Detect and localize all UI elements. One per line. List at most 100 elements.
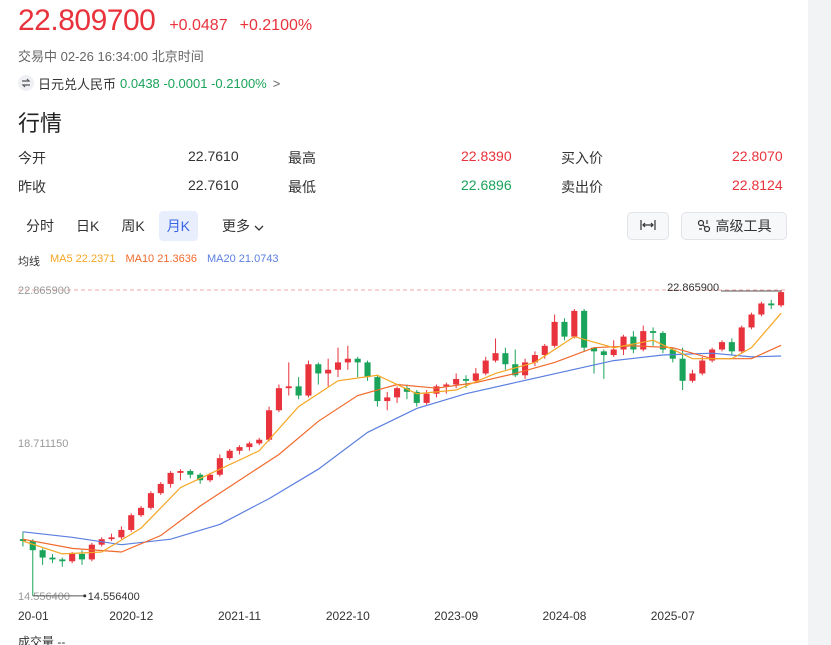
- ma5-legend: MA5 22.2371: [50, 253, 116, 265]
- candle-body: [206, 474, 214, 481]
- candle-body: [354, 358, 361, 363]
- candle-body: [108, 537, 115, 540]
- candle-body: [157, 483, 164, 494]
- candle-body: [256, 439, 263, 444]
- candle-body: [177, 471, 184, 473]
- price-change-pct: +0.2100%: [239, 17, 313, 34]
- advanced-tools-label: 高级工具: [715, 218, 772, 234]
- candle-body: [482, 360, 489, 374]
- advanced-tools-icon: [697, 219, 711, 233]
- ask-value: 22.8124: [732, 177, 783, 193]
- swap-arrows-icon: [18, 75, 34, 91]
- candle-body: [266, 410, 273, 440]
- ask-label: 卖出价: [561, 179, 603, 195]
- price-change: +0.0487: [169, 17, 228, 34]
- x-tick-label: 20-01: [18, 609, 49, 623]
- x-tick-label: 2022-10: [326, 609, 370, 623]
- candle-body: [748, 314, 755, 328]
- cross-rate-link[interactable]: 日元兑人民币 0.0438 -0.0001 -0.2100% >: [18, 73, 280, 93]
- quote-grid: 今开 22.7610 最高 22.8390 买入价 22.8070 昨收 22.…: [18, 146, 788, 204]
- candle-body: [659, 332, 666, 350]
- x-tick-label: 2020-12: [109, 609, 153, 623]
- tab-intraday[interactable]: 分时: [26, 218, 54, 234]
- quote-row: 今开 22.7610 最高 22.8390 买入价 22.8070: [18, 146, 788, 175]
- candle-body: [768, 303, 775, 306]
- x-tick-label: 2021-11: [218, 609, 261, 623]
- ma-legend-title: 均线: [18, 256, 40, 268]
- candle-body: [216, 458, 223, 475]
- ma10-legend: MA10 21.3636: [125, 253, 197, 265]
- ma-legend: 均线 MA5 22.2371 MA10 21.3636 MA20 21.0743: [18, 253, 279, 269]
- ma5-line: [22, 312, 782, 555]
- candle-body: [147, 493, 154, 508]
- max-marker-label: 22.865900: [667, 282, 719, 294]
- right-gutter: [808, 0, 831, 645]
- x-tick-label: 2023-09: [434, 609, 478, 623]
- y-tick-label: 18.711150: [18, 438, 68, 450]
- candle-body: [738, 327, 745, 352]
- ma10-line: [22, 344, 782, 553]
- candle-body: [59, 559, 66, 562]
- tab-monthly-k[interactable]: 月K: [158, 211, 199, 241]
- candle-body: [19, 539, 26, 541]
- candle-body: [364, 362, 371, 378]
- candle-body: [610, 349, 617, 356]
- tab-weekly-k[interactable]: 周K: [121, 218, 145, 234]
- ma20-legend: MA20 21.0743: [207, 253, 279, 265]
- candle-body: [728, 342, 735, 352]
- volume-label: 成交量 --: [18, 635, 66, 645]
- expand-horizontal-button[interactable]: [627, 212, 669, 240]
- candle-body: [541, 345, 548, 356]
- candle-body: [630, 336, 637, 350]
- candle-body: [462, 378, 470, 381]
- period-tabs: 分时 日K 周K 月K 更多: [18, 211, 278, 241]
- current-price: 22.809700: [18, 4, 156, 37]
- candle-body: [236, 447, 243, 451]
- candle-body: [640, 331, 647, 350]
- prev-close-value: 22.7610: [188, 177, 239, 193]
- y-tick-label: 22.865900: [18, 285, 70, 297]
- prev-close-label: 昨收: [18, 179, 46, 195]
- ma20-line: [22, 352, 782, 546]
- candle-body: [590, 347, 598, 352]
- high-label: 最高: [288, 150, 316, 166]
- candle-body: [512, 364, 519, 376]
- candle-body: [394, 388, 401, 398]
- candle-body: [128, 515, 135, 530]
- price-header: 22.809700 +0.0487 +0.2100%: [18, 4, 312, 40]
- candle-body: [561, 321, 568, 337]
- candle-body: [502, 353, 509, 365]
- candle-body: [413, 391, 420, 403]
- candle-body: [275, 388, 282, 411]
- trade-status: 交易中 02-26 16:34:00 北京时间: [18, 49, 204, 64]
- candle-body: [374, 377, 381, 402]
- cross-rate-name: 日元兑人民币: [38, 76, 117, 92]
- candle-body: [197, 474, 204, 481]
- x-tick-label: 2024-08: [542, 609, 586, 623]
- candle-body: [305, 364, 312, 396]
- min-marker-dot: [83, 594, 87, 598]
- bid-label: 买入价: [561, 150, 603, 166]
- advanced-tools-button[interactable]: 高级工具: [681, 212, 787, 240]
- candle-body: [423, 393, 430, 403]
- candle-body: [187, 471, 194, 475]
- candle-body: [531, 355, 538, 363]
- x-tick-label: 2025-07: [651, 609, 695, 623]
- chart-toolbar: 高级工具: [627, 212, 787, 240]
- candle-body: [453, 378, 460, 385]
- candle-body: [571, 310, 578, 337]
- low-label: 最低: [288, 179, 316, 195]
- candlestick-chart[interactable]: 22.865900 18.711150 14.556400 22.865900 14.5…: [0, 270, 808, 632]
- candle-body: [758, 303, 765, 315]
- candle-body: [69, 553, 76, 562]
- open-value: 22.7610: [188, 148, 239, 164]
- cross-rate-values: 0.0438 -0.0001 -0.2100%: [120, 75, 267, 91]
- tab-more[interactable]: 更多: [214, 211, 272, 241]
- expand-horizontal-icon: [640, 218, 656, 234]
- tab-daily-k[interactable]: 日K: [76, 218, 100, 234]
- candle-body: [226, 450, 233, 459]
- candle-body: [334, 362, 342, 370]
- candle-body: [778, 292, 785, 306]
- open-label: 今开: [18, 150, 46, 166]
- min-marker-label: 14.556400: [88, 591, 140, 603]
